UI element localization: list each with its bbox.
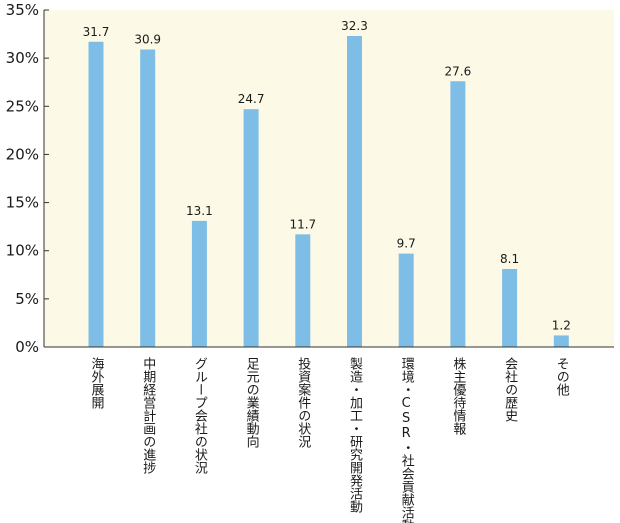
category-label: 足元の業績動向 [244, 357, 260, 448]
bar [88, 41, 104, 347]
category-label: 中期経営計画の進捗 [140, 357, 156, 475]
y-tick-label: 15% [6, 194, 39, 212]
data-label: 30.9 [134, 32, 161, 46]
y-tick-label: 35% [6, 1, 39, 19]
data-label: 31.7 [83, 25, 110, 39]
y-tick-label: 25% [6, 97, 39, 115]
y-axis-ticks: 0% 5% 10% 15% 20% 25% 30% 35% [6, 1, 49, 356]
bar [140, 49, 156, 347]
y-tick-label: 0% [15, 338, 39, 356]
category-label: その他 [554, 357, 570, 397]
bar [450, 81, 466, 347]
category-label: 株主優待情報 [450, 357, 466, 435]
y-tick-label: 20% [6, 145, 39, 163]
data-label: 8.1 [500, 252, 519, 266]
data-label: 9.7 [397, 237, 416, 251]
data-label: 11.7 [289, 217, 316, 231]
bar [243, 109, 259, 347]
data-label: 27.6 [445, 64, 472, 78]
bar [553, 335, 569, 347]
category-label: 製造・加工・研究開発活動 [347, 357, 363, 514]
category-label: 海外展開 [89, 357, 105, 410]
data-label: 13.1 [186, 204, 213, 218]
bar [502, 269, 518, 347]
data-label: 24.7 [238, 92, 265, 106]
category-label: 投資案件の状況 [295, 356, 311, 448]
category-label: グループ会社の状況 [192, 357, 208, 474]
data-label: 32.3 [341, 19, 368, 33]
category-label: 環境・CSR・社会貢献活動 [399, 357, 415, 523]
y-tick-label: 30% [6, 49, 39, 67]
plot-background [44, 10, 614, 347]
bar [191, 220, 207, 347]
bar [295, 234, 311, 347]
category-label: 会社の歴史 [502, 357, 517, 423]
bar-series [88, 35, 569, 348]
bar [347, 35, 362, 348]
y-tick-label: 5% [15, 290, 39, 308]
y-tick-label: 10% [6, 242, 39, 260]
category-labels: 海外展開 中期経営計画の進捗 グループ会社の状況 足元の業績動向 投資案件の状況 製造・加… [89, 356, 570, 523]
data-label: 1.2 [552, 318, 571, 332]
bar [398, 253, 414, 347]
data-labels: 31.7 30.9 13.1 24.7 11.7 32.3 9.7 27.6 8.1 1.2 [83, 19, 571, 332]
